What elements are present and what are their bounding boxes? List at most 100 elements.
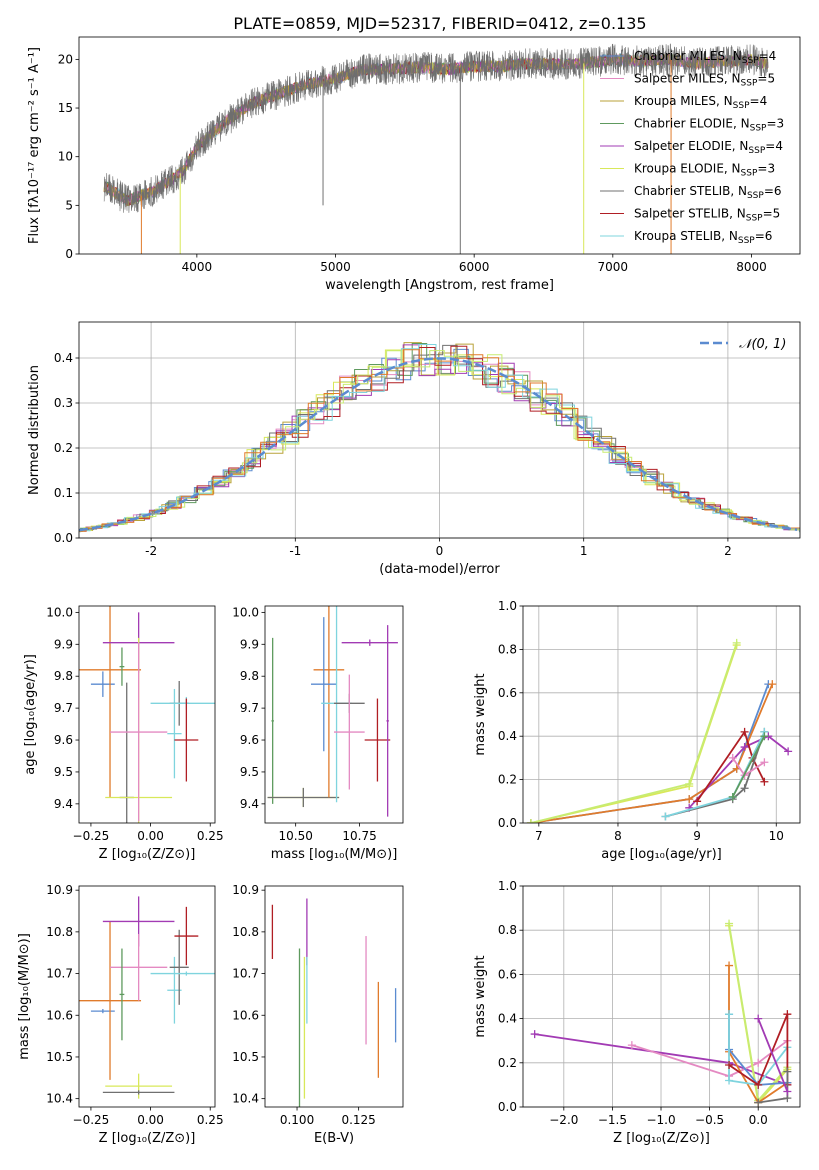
x-axis-label: age [log₁₀(age/yr)] xyxy=(601,847,722,862)
legend-label: Kroupa ELODIE, NSSP=3 xyxy=(634,162,775,179)
spectrum-legend: Chabrier MILES, NSSP=4 Salpeter MILES, NS… xyxy=(600,49,784,246)
mass-weight-marker xyxy=(725,1076,734,1085)
y-tick-label: 9.9 xyxy=(240,637,259,651)
x-tick-label: −1.5 xyxy=(598,1113,627,1127)
y-tick-label: 10.8 xyxy=(46,925,73,939)
x-tick-label: -1 xyxy=(289,544,301,558)
x-tick-label: 7000 xyxy=(598,260,629,274)
mass-weight-line xyxy=(530,683,774,823)
axes-frame xyxy=(522,605,801,824)
axes-frame xyxy=(78,885,216,1108)
y-tick-label: 0.8 xyxy=(498,923,517,937)
x-tick-label: 10 xyxy=(769,829,784,843)
axes-4: 7 8 9 10 0.0 0.2 0.4 0.6 0.8 1.0 age [log₁₀(age/yr… xyxy=(473,599,801,862)
y-tick-label: 0.3 xyxy=(54,396,73,410)
axes-2: −0.25 0.00 0.25 9.4 9.5 9.6 9.7 9.8 9.9 10.0 Z [lo… xyxy=(23,605,224,862)
y-tick-label: 9.4 xyxy=(240,797,259,811)
axes-frame xyxy=(78,605,216,824)
mass-weight-marker xyxy=(728,792,737,801)
x-tick-label: 8 xyxy=(614,829,622,843)
x-tick-label: 0.25 xyxy=(197,829,224,843)
x-tick-label: 10.50 xyxy=(278,829,312,843)
y-tick-label: 20 xyxy=(58,52,73,66)
y-axis-label: Flux [fλ10⁻¹⁷ erg cm⁻² s⁻¹ A⁻¹] xyxy=(27,47,42,244)
mass-weight-marker xyxy=(526,819,535,823)
mass-weight-marker xyxy=(627,1041,636,1050)
plot-area xyxy=(530,919,792,1107)
x-tick-label: −1.0 xyxy=(646,1113,675,1127)
y-tick-label: 0 xyxy=(65,247,73,261)
y-tick-label: 9.4 xyxy=(54,797,73,811)
y-tick-label: 0.4 xyxy=(54,351,73,365)
x-axis-label: Z [log₁₀(Z/Z⊙)] xyxy=(99,847,196,862)
plot-area xyxy=(526,638,793,823)
y-tick-label: 0.0 xyxy=(498,1100,517,1114)
y-tick-label: 0.2 xyxy=(498,773,517,787)
y-tick-label: 15 xyxy=(58,101,73,115)
y-tick-label: 10.5 xyxy=(46,1050,73,1064)
mass-weight-marker xyxy=(685,779,694,788)
y-tick-label: 9.7 xyxy=(240,701,259,715)
y-tick-label: 0.6 xyxy=(498,686,517,700)
legend-label: Chabrier MILES, NSSP=4 xyxy=(634,49,776,66)
x-tick-label: 0.00 xyxy=(137,829,164,843)
y-tick-label: 10.0 xyxy=(232,605,259,619)
y-tick-label: 10.5 xyxy=(232,1050,259,1064)
y-tick-label: 10.4 xyxy=(232,1092,259,1106)
y-tick-label: 10.6 xyxy=(232,1008,259,1022)
mass-weight-marker xyxy=(740,784,749,793)
y-tick-label: 5 xyxy=(65,198,73,212)
residual-histogram xyxy=(79,349,800,531)
mass-weight-marker xyxy=(530,1030,539,1039)
x-tick-label: −0.5 xyxy=(695,1113,724,1127)
axes-frame xyxy=(78,36,801,255)
y-tick-label: 0.2 xyxy=(54,441,73,455)
axes-frame xyxy=(522,885,801,1108)
legend-label: Salpeter ELODIE, NSSP=4 xyxy=(634,139,783,156)
mass-weight-marker xyxy=(783,1087,792,1096)
legend-label: Salpeter MILES, NSSP=5 xyxy=(634,72,775,89)
axes-frame xyxy=(78,321,801,539)
mass-weight-marker xyxy=(728,753,737,762)
y-tick-label: 0.4 xyxy=(498,729,517,743)
y-tick-label: 0.2 xyxy=(498,1056,517,1070)
mass-weight-marker xyxy=(754,1014,763,1023)
mass-weight-marker xyxy=(740,743,749,752)
x-tick-label: 9 xyxy=(693,829,701,843)
plot-area xyxy=(79,606,215,823)
mass-weight-line xyxy=(665,731,766,818)
mass-weight-marker xyxy=(754,1098,763,1107)
mass-weight-line xyxy=(728,965,788,1104)
y-tick-label: 0.8 xyxy=(498,642,517,656)
axes-frame xyxy=(264,605,404,824)
y-tick-label: 0.1 xyxy=(54,486,73,500)
x-axis-label: mass [log₁₀(M/M⊙)] xyxy=(271,847,398,862)
y-tick-label: 0.0 xyxy=(498,816,517,830)
mass-weight-marker xyxy=(783,1010,792,1019)
y-tick-label: 10.8 xyxy=(232,925,259,939)
axes-6: 0.100 0.125 10.4 10.5 10.6 10.7 10.8 10.9 E(B-V) xyxy=(232,883,404,1146)
mass-weight-marker xyxy=(685,795,694,804)
mass-weight-marker xyxy=(740,727,749,736)
axes-0: 4000 5000 6000 7000 8000 0 5 10 15 20 wavelength [… xyxy=(27,36,801,293)
y-tick-label: 9.7 xyxy=(54,701,73,715)
x-axis-label: Z [log₁₀(Z/Z⊙)] xyxy=(99,1131,196,1146)
y-axis-label: age [log₁₀(age/yr)] xyxy=(23,654,38,775)
normal-reference-curve xyxy=(79,357,798,532)
x-tick-label: 2 xyxy=(724,544,732,558)
observed-spectrum-line xyxy=(103,43,769,213)
x-tick-label: 6000 xyxy=(459,260,490,274)
mass-weight-line xyxy=(728,1014,789,1086)
axes-3: 10.50 10.75 9.4 9.5 9.6 9.7 9.8 9.9 10.0 mass [lo… xyxy=(232,605,404,862)
y-tick-label: 9.8 xyxy=(54,669,73,683)
mass-weight-marker xyxy=(693,797,702,806)
x-axis-label: (data-model)/error xyxy=(379,562,500,577)
y-tick-label: 9.5 xyxy=(240,765,259,779)
x-tick-label: 7 xyxy=(535,829,543,843)
x-tick-label: 0.125 xyxy=(341,1113,375,1127)
y-tick-label: 1.0 xyxy=(498,879,517,893)
mass-weight-marker xyxy=(783,1067,792,1076)
x-axis-label: wavelength [Angstrom, rest frame] xyxy=(325,278,554,293)
x-tick-label: 5000 xyxy=(320,260,351,274)
